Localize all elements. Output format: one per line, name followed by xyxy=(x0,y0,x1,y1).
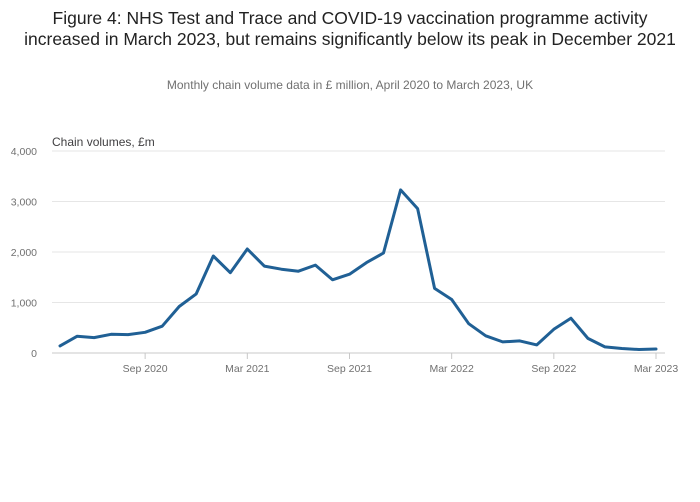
data-point[interactable] xyxy=(620,346,624,350)
data-point[interactable] xyxy=(484,334,488,338)
data-point[interactable] xyxy=(58,344,62,348)
y-tick-label: 2,000 xyxy=(11,247,37,259)
data-point[interactable] xyxy=(313,263,317,267)
series-line xyxy=(58,188,658,351)
data-point[interactable] xyxy=(467,322,471,326)
data-point[interactable] xyxy=(501,340,505,344)
y-axis-title: Chain volumes, £m xyxy=(52,135,155,149)
data-point[interactable] xyxy=(126,333,130,337)
x-tick-label: Mar 2022 xyxy=(429,363,474,375)
data-point[interactable] xyxy=(416,207,420,211)
y-tick-label: 0 xyxy=(31,348,37,360)
chart-subtitle: Monthly chain volume data in £ million, … xyxy=(166,78,534,92)
data-point[interactable] xyxy=(92,336,96,340)
data-point[interactable] xyxy=(75,334,79,338)
chart-title: Figure 4: NHS Test and Trace and COVID-1… xyxy=(24,8,676,49)
axes: 0 1,000 2,000 3,000 4,000 Sep 2020 Mar 2021 Sep… xyxy=(11,146,679,375)
data-point[interactable] xyxy=(603,345,607,349)
data-point[interactable] xyxy=(143,330,147,334)
data-point[interactable] xyxy=(228,271,232,275)
x-tick-label: Mar 2021 xyxy=(225,363,270,375)
data-point[interactable] xyxy=(433,286,437,290)
data-point[interactable] xyxy=(399,188,403,192)
data-point[interactable] xyxy=(586,336,590,340)
x-tick-label: Sep 2021 xyxy=(327,363,372,375)
data-point[interactable] xyxy=(109,332,113,336)
data-point[interactable] xyxy=(279,267,283,271)
data-point[interactable] xyxy=(637,347,641,351)
data-point[interactable] xyxy=(194,292,198,296)
data-point[interactable] xyxy=(518,339,522,343)
gridlines xyxy=(52,150,665,303)
data-point[interactable] xyxy=(177,305,181,309)
data-point[interactable] xyxy=(211,254,215,258)
x-tick-label: Sep 2020 xyxy=(123,363,168,375)
data-point[interactable] xyxy=(569,316,573,320)
data-point[interactable] xyxy=(535,343,539,347)
y-tick-label: 1,000 xyxy=(11,298,37,310)
data-point[interactable] xyxy=(654,347,658,351)
data-point[interactable] xyxy=(262,264,266,268)
x-tick-label: Mar 2023 xyxy=(634,363,679,375)
data-point[interactable] xyxy=(450,297,454,301)
data-point[interactable] xyxy=(347,272,351,276)
data-point[interactable] xyxy=(365,261,369,265)
data-point[interactable] xyxy=(296,269,300,273)
data-point[interactable] xyxy=(160,324,164,328)
data-point[interactable] xyxy=(382,251,386,255)
series-layer xyxy=(58,188,658,351)
x-tick-label: Sep 2022 xyxy=(531,363,576,375)
y-tick-label: 3,000 xyxy=(11,197,37,209)
data-point[interactable] xyxy=(330,278,334,282)
data-point[interactable] xyxy=(552,327,556,331)
data-point[interactable] xyxy=(245,247,249,251)
y-tick-label: 4,000 xyxy=(11,146,37,158)
